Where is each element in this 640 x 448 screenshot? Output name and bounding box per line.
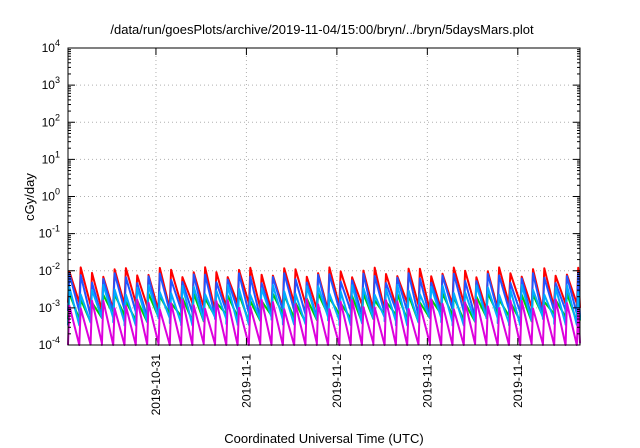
series-line-5 [67, 298, 581, 346]
x-tick-label: 2019-11-4 [511, 354, 525, 408]
y-tick-label: 104 [42, 38, 60, 55]
y-tick-label: 101 [42, 149, 60, 166]
chart-title: /data/run/goesPlots/archive/2019-11-04/1… [110, 22, 534, 37]
series-layer [67, 266, 581, 346]
x-tick-label: 2019-11-3 [420, 354, 434, 408]
tick-layer: 104 103 102 101 100 10-1 10-2 10-3 10-4 2019-10-3… [39, 38, 580, 415]
y-tick-label: 10-2 [39, 261, 60, 278]
y-tick-label: 100 [42, 187, 60, 204]
y-axis-label: cGy/day [22, 173, 37, 221]
y-tick-label: 10-1 [39, 224, 60, 241]
y-tick-label: 103 [42, 75, 60, 92]
x-axis-label: Coordinated Universal Time (UTC) [224, 431, 423, 446]
x-tick-label: 2019-11-2 [330, 354, 344, 408]
y-tick-label: 102 [42, 112, 60, 129]
x-tick-label: 2019-10-31 [149, 354, 163, 416]
y-tick-label: 10-4 [39, 335, 60, 352]
y-tick-label: 10-3 [39, 298, 60, 315]
x-tick-label: 2019-11-1 [239, 354, 253, 408]
